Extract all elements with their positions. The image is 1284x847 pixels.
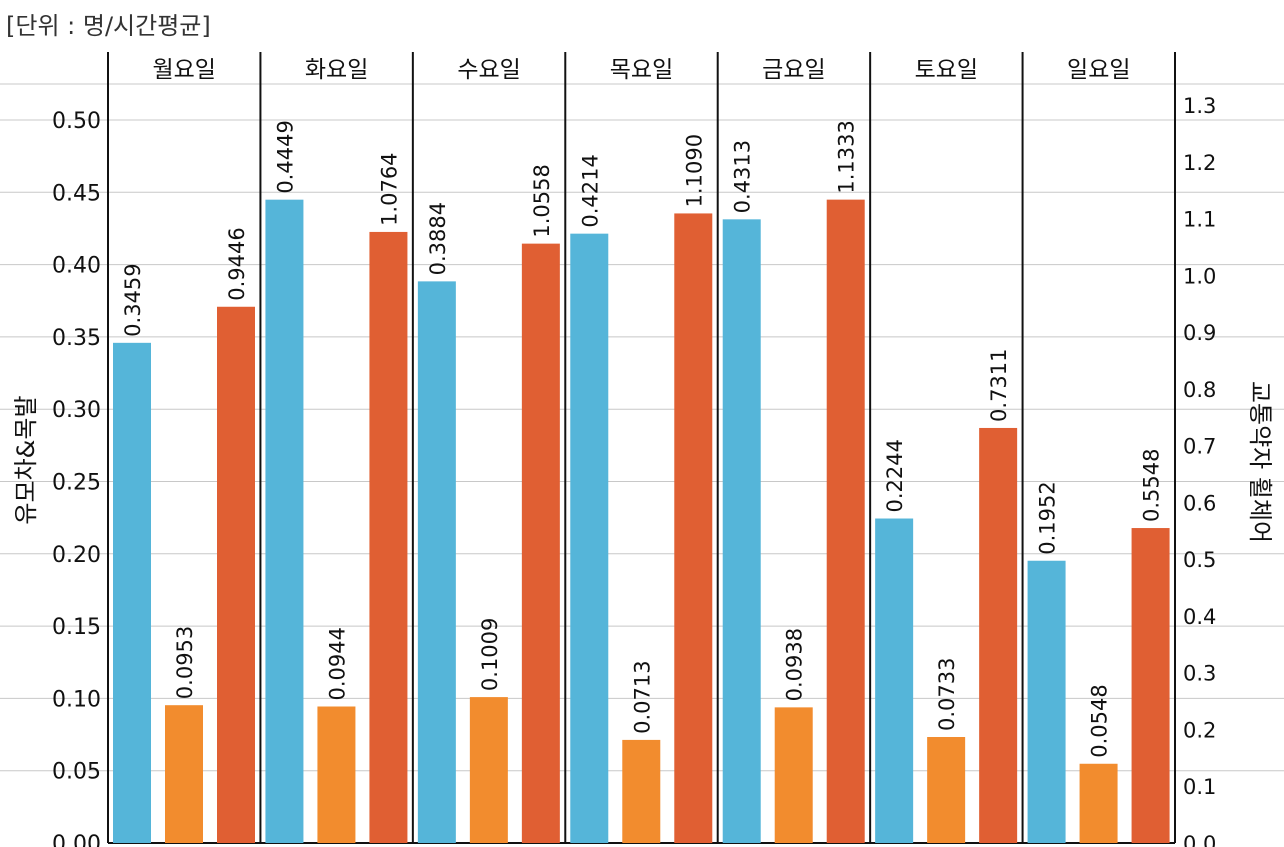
y-left-tick-label: 0.50 — [52, 109, 101, 134]
bar-value-label: 0.4449 — [273, 120, 297, 193]
bar-value-label: 0.1009 — [478, 618, 502, 691]
y-right-tick-label: 0.2 — [1183, 718, 1216, 742]
y-right-tick-label: 0.0 — [1183, 832, 1216, 847]
bar-value-label: 0.4214 — [578, 154, 602, 227]
bar-value-label: 1.1333 — [835, 120, 859, 193]
category-label: 목요일 — [610, 57, 673, 83]
y-left-tick-label: 0.00 — [52, 832, 101, 847]
y-left-tick-label: 0.20 — [52, 543, 101, 568]
bar — [979, 427, 1018, 843]
y-right-tick-label: 1.0 — [1183, 264, 1216, 288]
category-label: 일요일 — [1067, 57, 1130, 83]
bar — [927, 737, 966, 843]
y-left-tick-label: 0.45 — [52, 181, 101, 206]
y-left-tick-label: 0.05 — [52, 760, 101, 785]
bar — [317, 706, 356, 843]
bar — [521, 243, 560, 843]
y-right-tick-label: 0.7 — [1183, 435, 1216, 459]
y-left-tick-label: 0.35 — [52, 326, 101, 351]
bar-value-label: 0.0733 — [935, 658, 959, 731]
bar-value-label: 0.1952 — [1036, 481, 1060, 554]
bar-value-label: 0.4313 — [731, 140, 755, 213]
bar — [1079, 763, 1118, 843]
bar — [774, 707, 813, 843]
category-label: 금요일 — [762, 57, 825, 83]
unit-label: [단위 : 명/시간평균] — [6, 12, 211, 40]
bar-value-label: 0.5548 — [1140, 449, 1164, 522]
y-right-tick-label: 0.8 — [1183, 378, 1216, 402]
y-left-tick-label: 0.30 — [52, 398, 101, 423]
y-left-tick-label: 0.40 — [52, 254, 101, 279]
bar — [570, 233, 609, 844]
bar — [217, 306, 255, 844]
y-left-axis-title: 유모차&목발 — [12, 395, 40, 524]
y-left-tick-label: 0.15 — [52, 615, 101, 640]
y-left-tick-label: 0.10 — [52, 687, 101, 712]
bar-value-label: 0.0938 — [783, 628, 807, 701]
bar — [674, 213, 713, 844]
bar — [113, 342, 151, 843]
bar-value-label: 0.0944 — [325, 627, 349, 700]
bar-value-label: 0.2244 — [883, 439, 907, 512]
category-label: 토요일 — [915, 57, 978, 83]
y-right-tick-label: 0.9 — [1183, 321, 1216, 345]
y-right-tick-label: 0.4 — [1183, 605, 1216, 629]
category-label: 수요일 — [457, 57, 520, 83]
bar-value-label: 0.3884 — [426, 202, 450, 275]
bar — [875, 518, 914, 843]
y-right-tick-label: 1.1 — [1183, 208, 1216, 232]
category-label: 화요일 — [305, 57, 368, 83]
bar — [1027, 560, 1066, 843]
bar-value-label: 1.1090 — [682, 134, 706, 207]
bar-value-label: 1.0764 — [377, 152, 401, 225]
bar — [417, 281, 456, 843]
y-right-tick-label: 1.3 — [1183, 94, 1216, 118]
bar — [469, 697, 508, 843]
bar-value-label: 0.0713 — [630, 660, 654, 733]
y-right-tick-label: 0.5 — [1183, 548, 1216, 572]
y-right-axis-title: 교통약자 휠체어 — [1246, 381, 1274, 543]
bar — [826, 199, 865, 844]
bar — [165, 705, 203, 843]
bar — [265, 199, 304, 843]
y-right-tick-label: 0.1 — [1183, 775, 1216, 799]
bar — [1131, 528, 1170, 843]
category-label: 월요일 — [152, 57, 215, 83]
bar-value-label: 0.0548 — [1088, 684, 1112, 757]
y-right-tick-label: 0.6 — [1183, 491, 1216, 515]
bar-value-label: 0.9446 — [225, 227, 249, 300]
bar-value-label: 1.0558 — [530, 164, 554, 237]
bar — [622, 739, 661, 843]
bar — [722, 219, 761, 843]
bar-value-label: 0.3459 — [121, 263, 145, 336]
bar-value-label: 0.0953 — [173, 626, 197, 699]
y-right-tick-label: 1.2 — [1183, 151, 1216, 175]
y-right-tick-label: 0.3 — [1183, 662, 1216, 686]
bar — [369, 231, 408, 843]
y-left-tick-label: 0.25 — [52, 471, 101, 496]
bar-value-label: 0.7311 — [987, 348, 1011, 421]
